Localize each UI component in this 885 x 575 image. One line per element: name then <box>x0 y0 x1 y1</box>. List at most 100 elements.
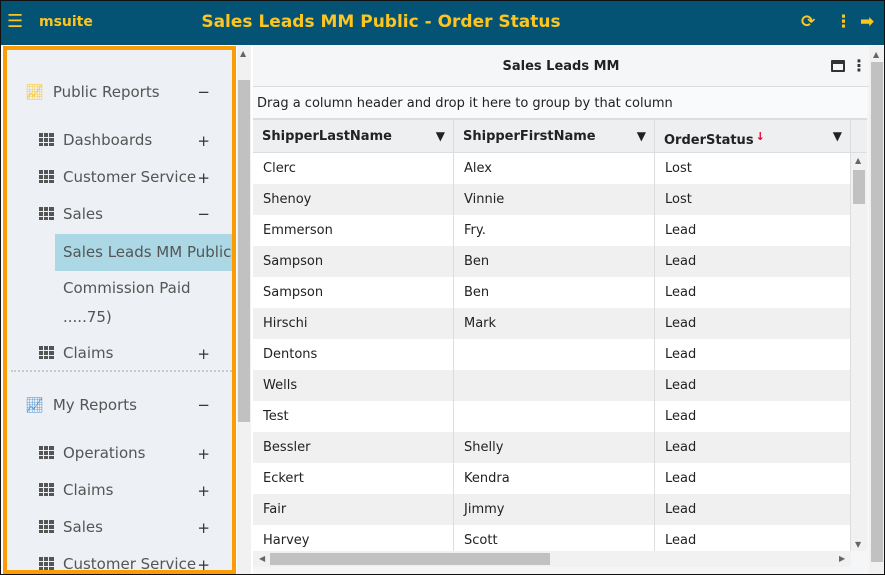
expand-icon[interactable]: + <box>197 519 210 537</box>
table-cell[interactable]: Sampson <box>253 277 454 308</box>
table-cell[interactable]: Wells <box>253 370 454 401</box>
table-row[interactable]: Harvey Scott Lead <box>253 525 851 551</box>
table-cell[interactable]: Mark <box>454 308 655 339</box>
table-row[interactable]: Sampson Ben Lead <box>253 246 851 277</box>
scrollbar-thumb[interactable] <box>853 170 865 204</box>
table-cell[interactable]: Fair <box>253 494 454 525</box>
expand-icon[interactable]: + <box>197 169 210 187</box>
table-cell[interactable]: Shelly <box>454 432 655 463</box>
scroll-left-icon[interactable]: ◀ <box>259 554 266 563</box>
table-cell[interactable]: Lead <box>655 401 851 432</box>
table-cell[interactable]: Kendra <box>454 463 655 494</box>
filter-icon[interactable]: ▼ <box>435 129 445 143</box>
scroll-up-icon[interactable]: ▲ <box>855 156 862 165</box>
menu-icon[interactable]: ☰ <box>7 11 24 32</box>
page-scrollbar[interactable]: ▲ <box>869 46 884 574</box>
sidebar-section-my-reports[interactable]: 📈︎ My Reports <box>25 396 137 414</box>
table-cell[interactable]: Scott <box>454 525 655 551</box>
table-cell[interactable]: Lead <box>655 339 851 370</box>
maximize-icon[interactable] <box>831 60 845 72</box>
filter-icon[interactable]: ▼ <box>832 129 842 143</box>
scrollbar-thumb[interactable] <box>238 80 250 422</box>
sidebar-item-claims[interactable]: Claims <box>39 481 113 499</box>
sidebar-item-operations[interactable]: Operations <box>39 444 145 462</box>
collapse-icon[interactable]: − <box>197 396 210 414</box>
table-cell[interactable]: Eckert <box>253 463 454 494</box>
table-cell[interactable]: Dentons <box>253 339 454 370</box>
sidebar-item-sales[interactable]: Sales <box>39 205 103 223</box>
expand-icon[interactable]: + <box>197 556 210 574</box>
table-cell[interactable]: Harvey <box>253 525 454 551</box>
sidebar-item-commission-paid-suffix[interactable]: .....75) <box>63 308 112 326</box>
scrollbar-thumb[interactable] <box>270 553 550 565</box>
sidebar-scrollbar[interactable]: ▲ <box>237 46 251 574</box>
table-cell[interactable]: Shenoy <box>253 184 454 215</box>
grid-horizontal-scrollbar[interactable]: ◀ ▶ <box>253 551 851 567</box>
column-header-orderstatus[interactable]: OrderStatus ↓ ▼ <box>655 120 851 153</box>
sidebar-item-customer-service[interactable]: Customer Service <box>39 168 196 186</box>
column-header-shipperlastname[interactable]: ShipperLastName ▼ <box>253 120 454 153</box>
table-cell[interactable] <box>454 339 655 370</box>
scroll-right-icon[interactable]: ▶ <box>839 554 846 563</box>
expand-icon[interactable]: + <box>197 482 210 500</box>
scroll-down-icon[interactable]: ▼ <box>855 540 862 549</box>
table-row[interactable]: Shenoy Vinnie Lost <box>253 184 851 215</box>
table-cell[interactable]: Lead <box>655 277 851 308</box>
table-cell[interactable]: Bessler <box>253 432 454 463</box>
table-cell[interactable]: Emmerson <box>253 215 454 246</box>
scrollbar-thumb[interactable] <box>871 62 883 562</box>
collapse-icon[interactable]: − <box>197 205 210 223</box>
table-row[interactable]: Clerc Alex Lost <box>253 153 851 184</box>
table-cell[interactable]: Test <box>253 401 454 432</box>
table-cell[interactable]: Ben <box>454 277 655 308</box>
expand-icon[interactable]: + <box>197 445 210 463</box>
expand-icon[interactable]: + <box>197 132 210 150</box>
table-cell[interactable]: Lost <box>655 153 851 184</box>
table-cell[interactable]: Lost <box>655 184 851 215</box>
table-cell[interactable]: Alex <box>454 153 655 184</box>
table-cell[interactable]: Hirschi <box>253 308 454 339</box>
column-header-shipperfirstname[interactable]: ShipperFirstName ▼ <box>454 120 655 153</box>
sidebar-item-dashboards[interactable]: Dashboards <box>39 131 152 149</box>
table-row[interactable]: Hirschi Mark Lead <box>253 308 851 339</box>
sidebar-item-claims[interactable]: Claims <box>39 344 113 362</box>
expand-icon[interactable]: + <box>197 345 210 363</box>
table-cell[interactable]: Lead <box>655 246 851 277</box>
table-row[interactable]: Test Lead <box>253 401 851 432</box>
grid-vertical-scrollbar[interactable]: ▲ ▼ <box>851 153 867 551</box>
table-row[interactable]: Wells Lead <box>253 370 851 401</box>
table-cell[interactable]: Ben <box>454 246 655 277</box>
table-cell[interactable]: Jimmy <box>454 494 655 525</box>
table-row[interactable]: Eckert Kendra Lead <box>253 463 851 494</box>
sidebar-section-public-reports[interactable]: 📈︎ Public Reports <box>25 83 230 101</box>
sidebar-item-commission-paid[interactable]: Commission Paid <box>63 279 191 297</box>
filter-icon[interactable]: ▼ <box>636 129 646 143</box>
more-vertical-icon[interactable]: ⋮ <box>851 56 867 75</box>
table-row[interactable]: Bessler Shelly Lead <box>253 432 851 463</box>
table-cell[interactable]: Lead <box>655 525 851 551</box>
table-cell[interactable] <box>454 401 655 432</box>
more-vertical-icon[interactable]: ⋮ <box>835 12 852 32</box>
table-cell[interactable] <box>454 370 655 401</box>
table-cell[interactable]: Vinnie <box>454 184 655 215</box>
table-row[interactable]: Sampson Ben Lead <box>253 277 851 308</box>
group-by-drop-area[interactable]: Drag a column header and drop it here to… <box>253 87 867 120</box>
table-cell[interactable]: Lead <box>655 432 851 463</box>
table-cell[interactable]: Lead <box>655 215 851 246</box>
table-cell[interactable]: Lead <box>655 308 851 339</box>
table-row[interactable]: Emmerson Fry. Lead <box>253 215 851 246</box>
sidebar-item-customer-service[interactable]: Customer Service <box>39 555 196 570</box>
scroll-up-icon[interactable]: ▲ <box>873 50 880 59</box>
refresh-icon[interactable]: ⟳ <box>801 12 816 32</box>
brand[interactable]: msuite <box>39 14 93 30</box>
table-row[interactable]: Dentons Lead <box>253 339 851 370</box>
sidebar-item-sales-leads-mm-public[interactable]: Sales Leads MM Public <box>55 234 232 271</box>
table-cell[interactable]: Lead <box>655 494 851 525</box>
sidebar-item-sales[interactable]: Sales <box>39 518 103 536</box>
table-cell[interactable]: Clerc <box>253 153 454 184</box>
logout-icon[interactable]: ➡ <box>860 12 875 32</box>
table-cell[interactable]: Fry. <box>454 215 655 246</box>
scroll-up-icon[interactable]: ▲ <box>240 49 247 58</box>
table-cell[interactable]: Lead <box>655 370 851 401</box>
collapse-icon[interactable]: − <box>197 83 210 101</box>
